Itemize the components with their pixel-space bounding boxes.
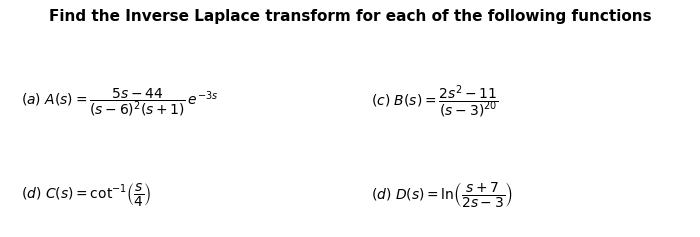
Text: $(c)\ B(s) = \dfrac{2s^2-11}{(s-3)^{20}}$: $(c)\ B(s) = \dfrac{2s^2-11}{(s-3)^{20}}… — [371, 84, 498, 120]
Text: $(a)\ A(s) = \dfrac{5s-44}{(s-6)^2(s+1)}\,e^{-3s}$: $(a)\ A(s) = \dfrac{5s-44}{(s-6)^2(s+1)}… — [21, 86, 218, 118]
Text: $(d)\ C(s) = \cot^{-1}\!\left(\dfrac{s}{4}\right)$: $(d)\ C(s) = \cot^{-1}\!\left(\dfrac{s}{… — [21, 181, 151, 208]
Text: $(d)\ D(s) = \ln\!\left(\dfrac{s+7}{2s-3}\right)$: $(d)\ D(s) = \ln\!\left(\dfrac{s+7}{2s-3… — [371, 180, 513, 209]
Text: Find the Inverse Laplace transform for each of the following functions: Find the Inverse Laplace transform for e… — [49, 9, 651, 24]
